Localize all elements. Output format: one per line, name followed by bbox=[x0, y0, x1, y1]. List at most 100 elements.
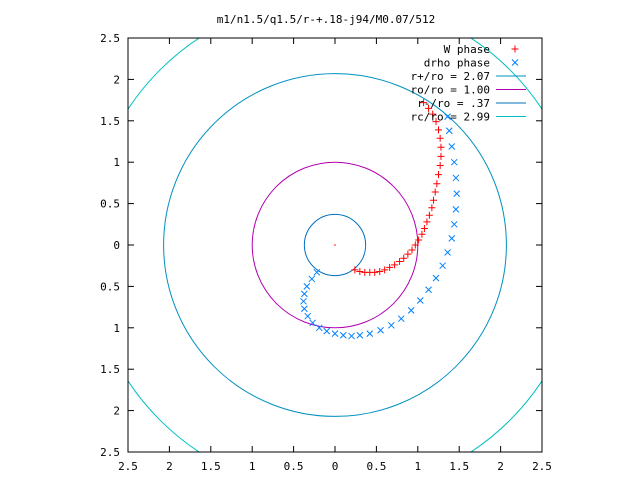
point-w-phase bbox=[400, 254, 408, 262]
x-tick-label: 1.5 bbox=[201, 460, 221, 473]
point-w-phase bbox=[351, 266, 359, 274]
point-drho-phase bbox=[366, 330, 374, 337]
center-point bbox=[334, 244, 336, 246]
point-w-phase bbox=[381, 266, 389, 274]
series-0 bbox=[351, 99, 445, 276]
point-drho-phase bbox=[387, 321, 395, 329]
point-drho-phase bbox=[300, 297, 307, 305]
x-tick-label: 0.5 bbox=[284, 460, 304, 473]
y-tick-label: 0.5 bbox=[100, 280, 120, 293]
point-drho-phase bbox=[397, 315, 405, 323]
point-w-phase bbox=[415, 236, 423, 244]
point-w-phase bbox=[371, 268, 379, 276]
point-w-phase bbox=[408, 246, 416, 254]
point-drho-phase bbox=[407, 307, 415, 314]
circle-3 bbox=[128, 38, 542, 452]
legend-label: rc/ro = 2.99 bbox=[411, 111, 490, 124]
point-w-phase bbox=[391, 261, 399, 269]
point-w-phase bbox=[420, 224, 428, 232]
legend-label: W phase bbox=[444, 43, 490, 56]
x-tick-label: 1.5 bbox=[449, 460, 469, 473]
point-drho-phase bbox=[448, 143, 456, 150]
point-drho-phase bbox=[309, 319, 316, 327]
point-w-phase bbox=[437, 143, 445, 151]
point-drho-phase bbox=[444, 249, 451, 256]
legend-label: r+/ro = 2.07 bbox=[411, 70, 490, 83]
point-drho-phase bbox=[452, 174, 460, 182]
x-tick-label: 0.5 bbox=[366, 460, 386, 473]
y-tick-label: 2 bbox=[113, 73, 120, 86]
point-drho-phase bbox=[313, 268, 321, 276]
point-w-phase bbox=[411, 241, 419, 249]
legend-marker-cross bbox=[511, 59, 519, 66]
legend-label: drho phase bbox=[424, 57, 490, 70]
y-tick-label: 1 bbox=[113, 322, 120, 335]
point-drho-phase bbox=[348, 332, 355, 340]
circle-0 bbox=[163, 73, 507, 417]
point-w-phase bbox=[386, 263, 394, 271]
x-tick-label: 2.5 bbox=[118, 460, 138, 473]
y-tick-label: 2.5 bbox=[100, 446, 120, 459]
point-drho-phase bbox=[301, 305, 308, 313]
point-drho-phase bbox=[304, 312, 312, 320]
point-w-phase bbox=[437, 152, 445, 160]
point-drho-phase bbox=[432, 274, 440, 282]
x-tick-label: 0 bbox=[332, 460, 339, 473]
point-w-phase bbox=[418, 230, 426, 238]
point-w-phase bbox=[425, 211, 433, 219]
point-w-phase bbox=[432, 118, 440, 126]
point-drho-phase bbox=[356, 331, 364, 339]
point-drho-phase bbox=[425, 286, 432, 294]
point-drho-phase bbox=[315, 324, 323, 332]
point-drho-phase bbox=[377, 326, 384, 334]
point-drho-phase bbox=[452, 206, 460, 213]
x-tick-label: 2.5 bbox=[532, 460, 552, 473]
point-drho-phase bbox=[331, 330, 339, 337]
point-drho-phase bbox=[450, 220, 458, 228]
legend-label: r-/ro = .37 bbox=[417, 97, 490, 110]
point-w-phase bbox=[436, 162, 444, 170]
point-w-phase bbox=[435, 171, 442, 179]
y-tick-label: 1 bbox=[113, 156, 120, 169]
point-drho-phase bbox=[323, 327, 331, 335]
point-w-phase bbox=[396, 258, 404, 266]
x-tick-label: 1 bbox=[414, 460, 421, 473]
point-w-phase bbox=[436, 134, 444, 142]
x-tick-label: 2 bbox=[497, 460, 504, 473]
legend-marker-plus bbox=[511, 45, 519, 53]
point-w-phase bbox=[435, 126, 442, 134]
point-drho-phase bbox=[450, 158, 458, 166]
point-drho-phase bbox=[301, 290, 308, 298]
point-w-phase bbox=[431, 188, 439, 196]
point-w-phase bbox=[356, 267, 364, 275]
plot-area bbox=[128, 38, 542, 452]
y-tick-label: 0 bbox=[113, 239, 120, 252]
point-w-phase bbox=[404, 250, 412, 258]
point-drho-phase bbox=[416, 297, 424, 304]
y-tick-label: 1.5 bbox=[100, 363, 120, 376]
plot-content bbox=[128, 38, 542, 452]
y-tick-label: 0.5 bbox=[100, 198, 120, 211]
y-tick-label: 2.5 bbox=[100, 32, 120, 45]
x-tick-label: 2 bbox=[166, 460, 173, 473]
point-w-phase bbox=[425, 104, 433, 112]
point-drho-phase bbox=[308, 275, 316, 283]
point-drho-phase bbox=[339, 331, 347, 339]
point-drho-phase bbox=[439, 262, 446, 270]
axes: 2.5 2 1.5 1 0.5 0 0.5 1 1.5 2 2.52.521.510.500.511… bbox=[100, 32, 552, 473]
point-w-phase bbox=[430, 196, 438, 204]
point-w-phase bbox=[429, 110, 437, 118]
point-drho-phase bbox=[444, 113, 451, 121]
point-w-phase bbox=[376, 267, 384, 275]
point-w-phase bbox=[433, 180, 441, 188]
series-1 bbox=[300, 113, 461, 340]
y-tick-label: 1.5 bbox=[100, 115, 120, 128]
circle-2 bbox=[303, 213, 367, 277]
point-w-phase bbox=[420, 99, 428, 107]
legend-label: ro/ro = 1.00 bbox=[411, 84, 490, 97]
chart-title: m1/n1.5/q1.5/r-+.18-j94/M0.07/512 bbox=[217, 13, 436, 26]
point-drho-phase bbox=[303, 283, 311, 290]
y-tick-label: 2 bbox=[113, 405, 120, 418]
